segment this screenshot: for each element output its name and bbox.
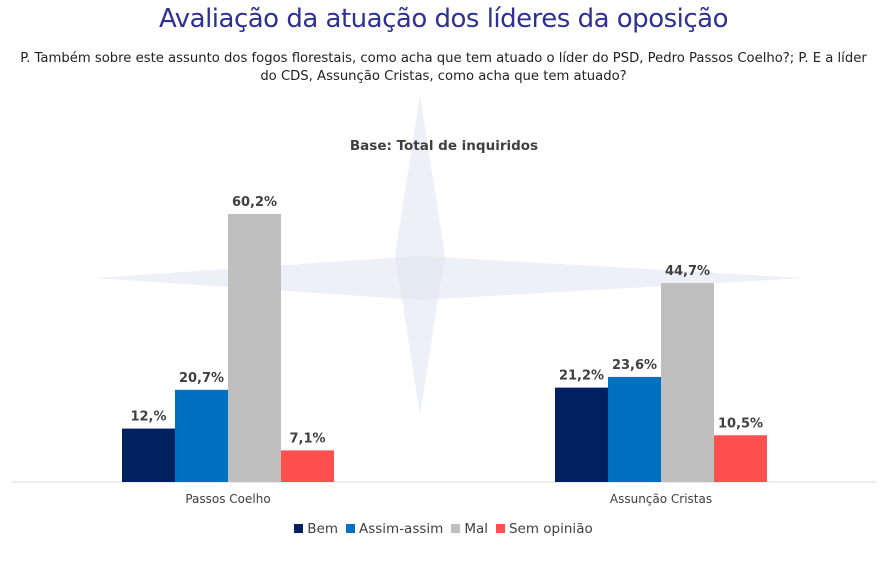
legend: Bem Assim-assim Mal Sem opinião [0,521,887,537]
legend-item: Sem opinião [495,521,593,537]
survey-question: P. Também sobre este assunto dos fogos f… [20,51,867,84]
legend-swatch [345,524,355,533]
legend-swatch [294,524,304,533]
data-label: 10,5% [718,416,763,431]
bar [228,214,281,482]
data-label: 21,2% [559,369,604,384]
category-label: Assunção Cristas [610,492,712,506]
bar [661,283,714,482]
data-label: 12,% [130,410,166,425]
data-label: 20,7% [179,371,224,386]
data-label: 23,6% [612,358,657,373]
data-label: 60,2% [232,195,277,210]
legend-swatch [451,524,461,533]
data-label: 44,7% [665,264,710,279]
legend-item: Bem [294,521,338,537]
legend-label: Mal [464,521,488,537]
legend-label: Bem [307,521,338,537]
data-label: 7,1% [289,431,325,446]
bar [281,450,334,482]
category-label: Passos Coelho [185,492,270,506]
legend-label: Assim-assim [358,521,444,537]
bars-group [122,214,767,482]
category-labels-group: Passos Coelho Assunção Cristas [185,492,712,506]
bar [555,387,608,482]
data-labels-group: 12,% 20,7% 60,2% 7,1% 21,2% 23,6% 44,7% 10,5% [130,195,763,446]
bar [714,435,767,482]
legend-swatch [495,524,505,533]
legend-item: Assim-assim [345,521,444,537]
bar [122,428,175,482]
legend-label: Sem opinião [508,521,593,537]
bar [175,389,228,482]
bar [608,376,661,482]
chart-title: Avaliação da atuação dos líderes da opos… [158,4,729,34]
base-label: Base: Total de inquiridos [350,138,538,154]
legend-item: Mal [451,521,488,537]
